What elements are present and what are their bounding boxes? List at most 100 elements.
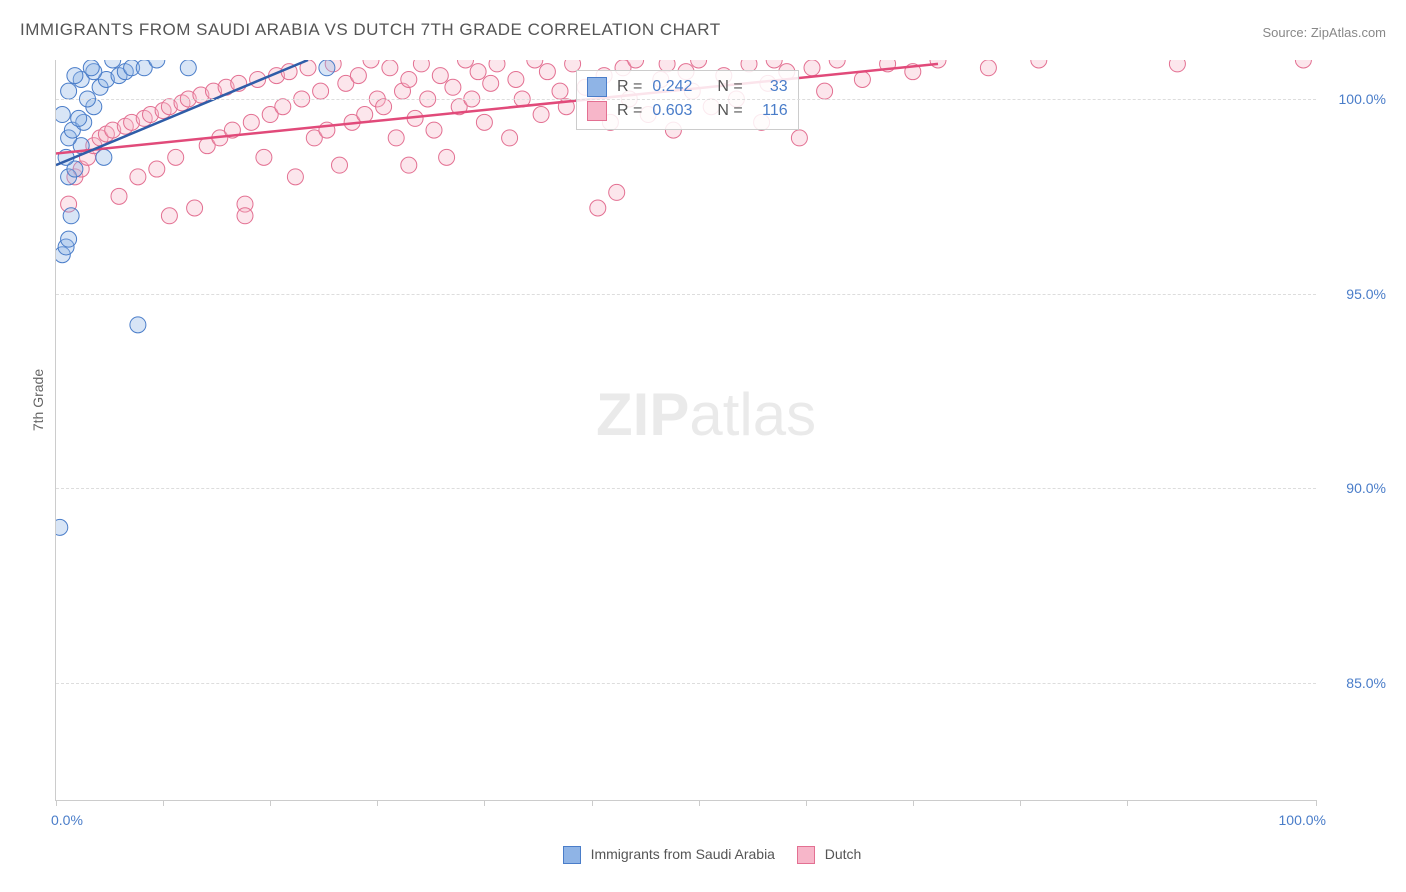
scatter-point: [187, 200, 203, 216]
gridline: [56, 294, 1316, 295]
legend-bottom: Immigrants from Saudi Arabia Dutch: [0, 846, 1406, 864]
xtick-mark: [1316, 800, 1317, 806]
ytick-label: 95.0%: [1326, 286, 1386, 302]
xtick-mark: [699, 800, 700, 806]
scatter-point: [388, 130, 404, 146]
xtick-label-left: 0.0%: [51, 812, 83, 828]
scatter-point: [56, 107, 70, 123]
scatter-point: [854, 71, 870, 87]
xtick-mark: [484, 800, 485, 806]
scatter-point: [332, 157, 348, 173]
scatter-svg: [56, 60, 1316, 800]
scatter-point: [432, 68, 448, 84]
scatter-point: [161, 208, 177, 224]
scatter-point: [180, 60, 196, 76]
xtick-mark: [270, 800, 271, 806]
scatter-point: [363, 60, 379, 68]
scatter-point: [508, 71, 524, 87]
ytick-label: 90.0%: [1326, 480, 1386, 496]
stats-swatch-2: [587, 101, 607, 121]
scatter-point: [287, 169, 303, 185]
scatter-point: [439, 149, 455, 165]
scatter-point: [376, 99, 392, 115]
scatter-point: [590, 200, 606, 216]
scatter-point: [83, 60, 99, 76]
scatter-point: [1031, 60, 1047, 68]
source-label: Source: ZipAtlas.com: [1262, 25, 1386, 40]
stats-row-2: R = 0.603 N = 116: [587, 99, 788, 123]
scatter-point: [56, 519, 68, 535]
stat-n-label-1: N =: [717, 78, 742, 96]
gridline: [56, 683, 1316, 684]
stat-r-value-2: 0.603: [652, 102, 707, 120]
stat-n-value-2: 116: [753, 102, 788, 120]
scatter-point: [539, 64, 555, 80]
legend-swatch-2: [797, 846, 815, 864]
scatter-point: [413, 60, 429, 72]
scatter-point: [552, 83, 568, 99]
scatter-point: [1295, 60, 1311, 68]
stat-r-label-1: R =: [617, 78, 642, 96]
scatter-point: [319, 60, 335, 76]
stat-n-value-1: 33: [753, 78, 788, 96]
stats-swatch-1: [587, 77, 607, 97]
xtick-mark: [377, 800, 378, 806]
scatter-point: [168, 149, 184, 165]
xtick-mark: [806, 800, 807, 806]
scatter-point: [804, 60, 820, 76]
stat-r-label-2: R =: [617, 102, 642, 120]
scatter-point: [67, 68, 83, 84]
stat-r-value-1: 0.242: [652, 78, 707, 96]
scatter-point: [130, 169, 146, 185]
scatter-point: [483, 75, 499, 91]
scatter-point: [130, 317, 146, 333]
ytick-label: 100.0%: [1326, 91, 1386, 107]
scatter-point: [256, 149, 272, 165]
xtick-mark: [913, 800, 914, 806]
scatter-point: [111, 188, 127, 204]
scatter-point: [63, 208, 79, 224]
scatter-point: [350, 68, 366, 84]
stat-n-label-2: N =: [717, 102, 742, 120]
scatter-point: [71, 110, 87, 126]
scatter-point: [426, 122, 442, 138]
scatter-point: [1169, 60, 1185, 72]
scatter-point: [275, 99, 291, 115]
chart-title: IMMIGRANTS FROM SAUDI ARABIA VS DUTCH 7T…: [20, 20, 721, 40]
legend-label-2: Dutch: [825, 846, 862, 862]
xtick-mark: [1127, 800, 1128, 806]
scatter-point: [61, 83, 77, 99]
y-axis-label: 7th Grade: [30, 369, 46, 431]
scatter-point: [470, 64, 486, 80]
xtick-mark: [163, 800, 164, 806]
scatter-point: [817, 83, 833, 99]
scatter-point: [382, 60, 398, 76]
xtick-mark: [592, 800, 593, 806]
legend-label-1: Immigrants from Saudi Arabia: [591, 846, 775, 862]
scatter-point: [609, 184, 625, 200]
stats-legend-box: R = 0.242 N = 33 R = 0.603 N = 116: [576, 70, 799, 130]
scatter-point: [766, 60, 782, 68]
gridline: [56, 488, 1316, 489]
chart-plot-area: R = 0.242 N = 33 R = 0.603 N = 116 ZIPat…: [55, 60, 1316, 801]
scatter-point: [445, 79, 461, 95]
scatter-point: [237, 208, 253, 224]
scatter-point: [243, 114, 259, 130]
scatter-point: [691, 60, 707, 68]
xtick-mark: [1020, 800, 1021, 806]
gridline: [56, 99, 1316, 100]
legend-swatch-1: [563, 846, 581, 864]
xtick-label-right: 100.0%: [1279, 812, 1326, 828]
scatter-point: [61, 231, 77, 247]
ytick-label: 85.0%: [1326, 675, 1386, 691]
scatter-point: [533, 107, 549, 123]
scatter-point: [980, 60, 996, 76]
scatter-point: [96, 149, 112, 165]
xtick-mark: [56, 800, 57, 806]
scatter-point: [458, 60, 474, 68]
scatter-point: [489, 60, 505, 72]
scatter-point: [105, 60, 121, 68]
scatter-point: [313, 83, 329, 99]
scatter-point: [502, 130, 518, 146]
scatter-point: [149, 161, 165, 177]
